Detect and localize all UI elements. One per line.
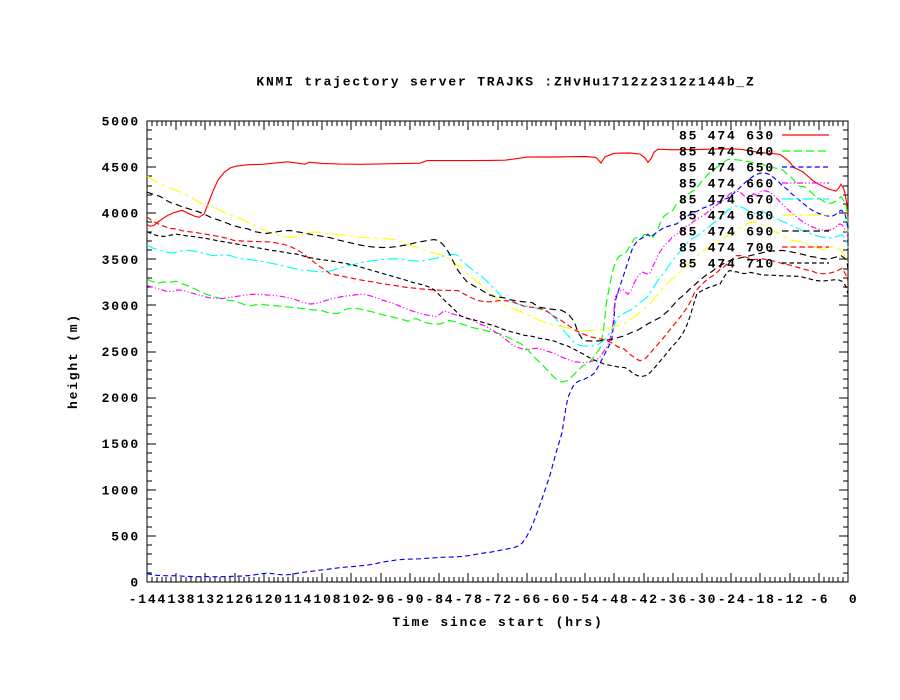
svg-text:4500: 4500 xyxy=(102,161,140,176)
svg-text:1000: 1000 xyxy=(102,483,140,498)
svg-text:85 474 680: 85 474 680 xyxy=(679,209,775,224)
svg-text:-54: -54 xyxy=(572,592,601,607)
svg-text:-96: -96 xyxy=(367,592,396,607)
svg-text:-84: -84 xyxy=(426,592,455,607)
svg-text:114: 114 xyxy=(284,592,313,607)
svg-text:Time since start (hrs): Time since start (hrs) xyxy=(392,615,603,630)
svg-text:1500: 1500 xyxy=(102,437,140,452)
svg-text:-6: -6 xyxy=(810,592,829,607)
svg-text:-144: -144 xyxy=(129,592,167,607)
svg-text:-48: -48 xyxy=(601,592,630,607)
svg-text:85 474 670: 85 474 670 xyxy=(679,193,775,208)
svg-text:-60: -60 xyxy=(542,592,571,607)
svg-text:-66: -66 xyxy=(513,592,542,607)
svg-text:132: 132 xyxy=(197,592,226,607)
svg-text:0: 0 xyxy=(849,592,859,607)
svg-text:0: 0 xyxy=(130,576,140,591)
svg-text:85 474 690: 85 474 690 xyxy=(679,225,775,240)
svg-text:500: 500 xyxy=(111,529,140,544)
svg-text:-36: -36 xyxy=(659,592,688,607)
svg-text:4000: 4000 xyxy=(102,207,140,222)
svg-text:108: 108 xyxy=(313,592,342,607)
svg-text:85 474 630: 85 474 630 xyxy=(679,129,775,144)
svg-text:3500: 3500 xyxy=(102,253,140,268)
svg-text:height (m): height (m) xyxy=(66,313,81,409)
svg-text:-30: -30 xyxy=(688,592,717,607)
svg-text:2500: 2500 xyxy=(102,345,140,360)
svg-text:120: 120 xyxy=(255,592,284,607)
svg-text:-12: -12 xyxy=(776,592,805,607)
svg-text:85 474 650: 85 474 650 xyxy=(679,161,775,176)
svg-text:KNMI trajectory server TRAJKS: KNMI trajectory server TRAJKS :ZHvHu1712… xyxy=(256,75,755,90)
svg-text:102: 102 xyxy=(343,592,372,607)
svg-text:-90: -90 xyxy=(396,592,425,607)
svg-text:-18: -18 xyxy=(747,592,776,607)
svg-text:138: 138 xyxy=(167,592,196,607)
svg-text:85 474 640: 85 474 640 xyxy=(679,145,775,160)
svg-text:85 474 660: 85 474 660 xyxy=(679,177,775,192)
svg-text:5000: 5000 xyxy=(102,115,140,130)
svg-text:2000: 2000 xyxy=(102,391,140,406)
svg-text:-72: -72 xyxy=(484,592,513,607)
svg-text:-42: -42 xyxy=(630,592,659,607)
svg-text:-24: -24 xyxy=(718,592,747,607)
svg-text:85 474 700: 85 474 700 xyxy=(679,241,775,256)
svg-text:126: 126 xyxy=(226,592,255,607)
svg-text:-78: -78 xyxy=(455,592,484,607)
svg-text:85 474 710: 85 474 710 xyxy=(679,257,775,272)
svg-text:3000: 3000 xyxy=(102,299,140,314)
